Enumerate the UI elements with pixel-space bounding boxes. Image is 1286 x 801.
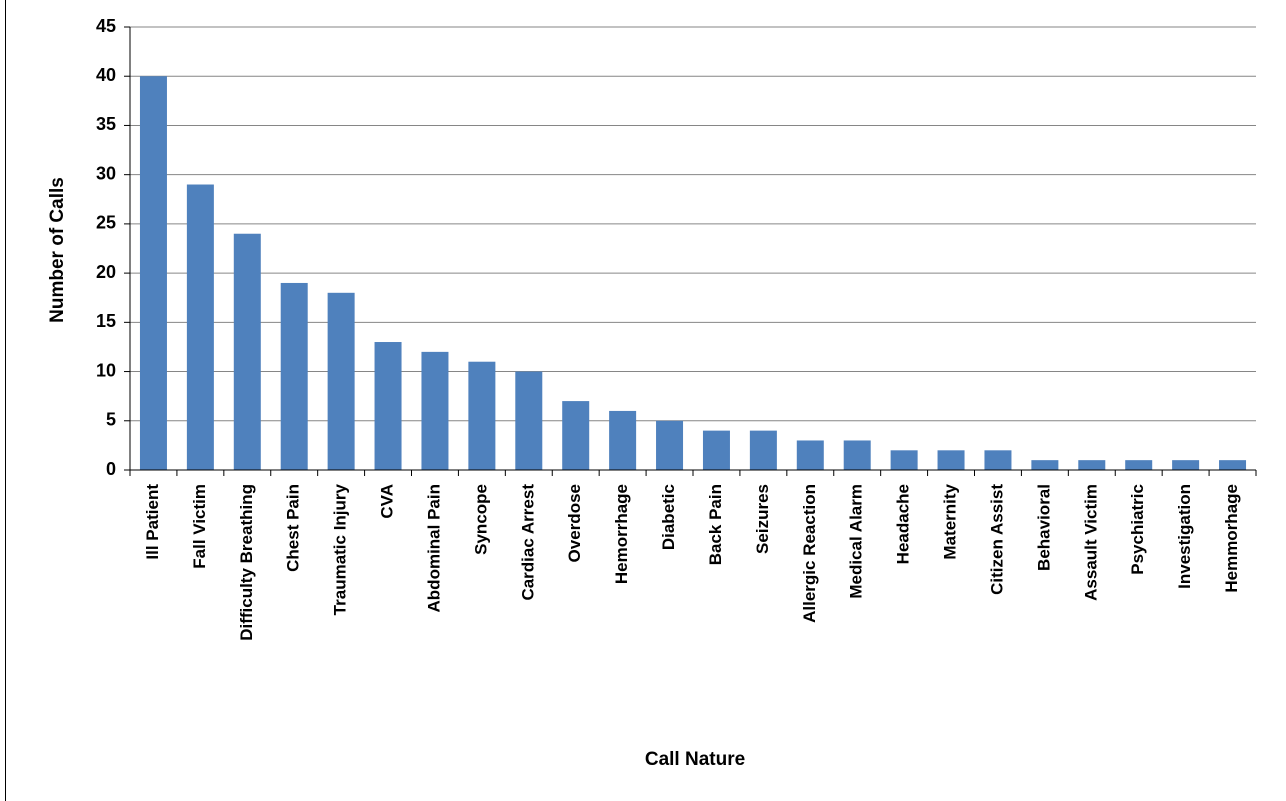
x-tick-label: Diabetic: [659, 484, 678, 550]
y-axis-title: Number of Calls: [47, 177, 68, 323]
x-tick-label: Traumatic Injury: [331, 483, 350, 615]
bar: [280, 282, 308, 470]
y-tick-label: 35: [96, 114, 116, 134]
x-tick-label: Syncope: [471, 484, 490, 555]
y-tick-label: 25: [96, 213, 116, 233]
bar: [1219, 460, 1247, 470]
x-tick-label: Medical Alarm: [847, 484, 866, 599]
x-axis-title: Call Nature: [645, 749, 745, 770]
x-tick-label: Investigation: [1175, 484, 1194, 589]
x-tick-label: Seizures: [753, 484, 772, 554]
bar: [1172, 460, 1200, 470]
bar: [656, 420, 684, 470]
bar: [421, 351, 449, 470]
bar: [1125, 460, 1153, 470]
x-tick-label: Abdominal Pain: [424, 484, 443, 612]
bar: [796, 440, 824, 470]
x-tick-label: Hemorrhage: [612, 484, 631, 584]
x-tick-label: Fall Victim: [190, 484, 209, 569]
bar: [562, 401, 590, 470]
bar: [609, 410, 637, 470]
bar: [468, 361, 496, 470]
bar: [327, 292, 355, 470]
x-tick-label: Citizen Assist: [987, 484, 1006, 595]
x-tick-label: CVA: [378, 484, 397, 519]
y-tick-label: 40: [96, 65, 116, 85]
x-tick-label: Cardiac Arrest: [518, 484, 537, 601]
bar: [374, 342, 402, 470]
x-tick-label: Assault Victim: [1081, 484, 1100, 601]
x-tick-label: Psychiatric: [1128, 484, 1147, 575]
y-tick-label: 20: [96, 262, 116, 282]
x-tick-label: Back Pain: [706, 484, 725, 565]
bar: [1078, 460, 1106, 470]
bar: [984, 450, 1012, 470]
y-tick-label: 45: [96, 16, 116, 36]
bar: [1031, 460, 1059, 470]
bar: [702, 430, 730, 470]
y-tick-label: 10: [96, 360, 116, 380]
bar: [843, 440, 871, 470]
x-tick-label: Difficulty Breathing: [237, 484, 256, 641]
y-tick-label: 0: [106, 459, 116, 479]
bar: [186, 184, 214, 470]
x-tick-label: Hemmorhage: [1222, 484, 1241, 593]
bar: [937, 450, 965, 470]
bar: [515, 371, 543, 470]
x-tick-label: Behavioral: [1034, 484, 1053, 571]
bar: [749, 430, 777, 470]
x-tick-label: Maternity: [941, 483, 960, 559]
bar: [139, 76, 167, 470]
x-tick-label: Headache: [894, 484, 913, 564]
x-tick-label: Allergic Reaction: [800, 484, 819, 623]
bar: [233, 233, 261, 470]
x-tick-label: Chest Pain: [284, 484, 303, 572]
y-tick-label: 30: [96, 163, 116, 183]
bar: [890, 450, 918, 470]
x-tick-label: Ill Patient: [143, 484, 162, 560]
x-tick-label: Overdose: [565, 484, 584, 562]
y-tick-label: 15: [96, 311, 116, 331]
y-tick-label: 5: [106, 410, 116, 430]
